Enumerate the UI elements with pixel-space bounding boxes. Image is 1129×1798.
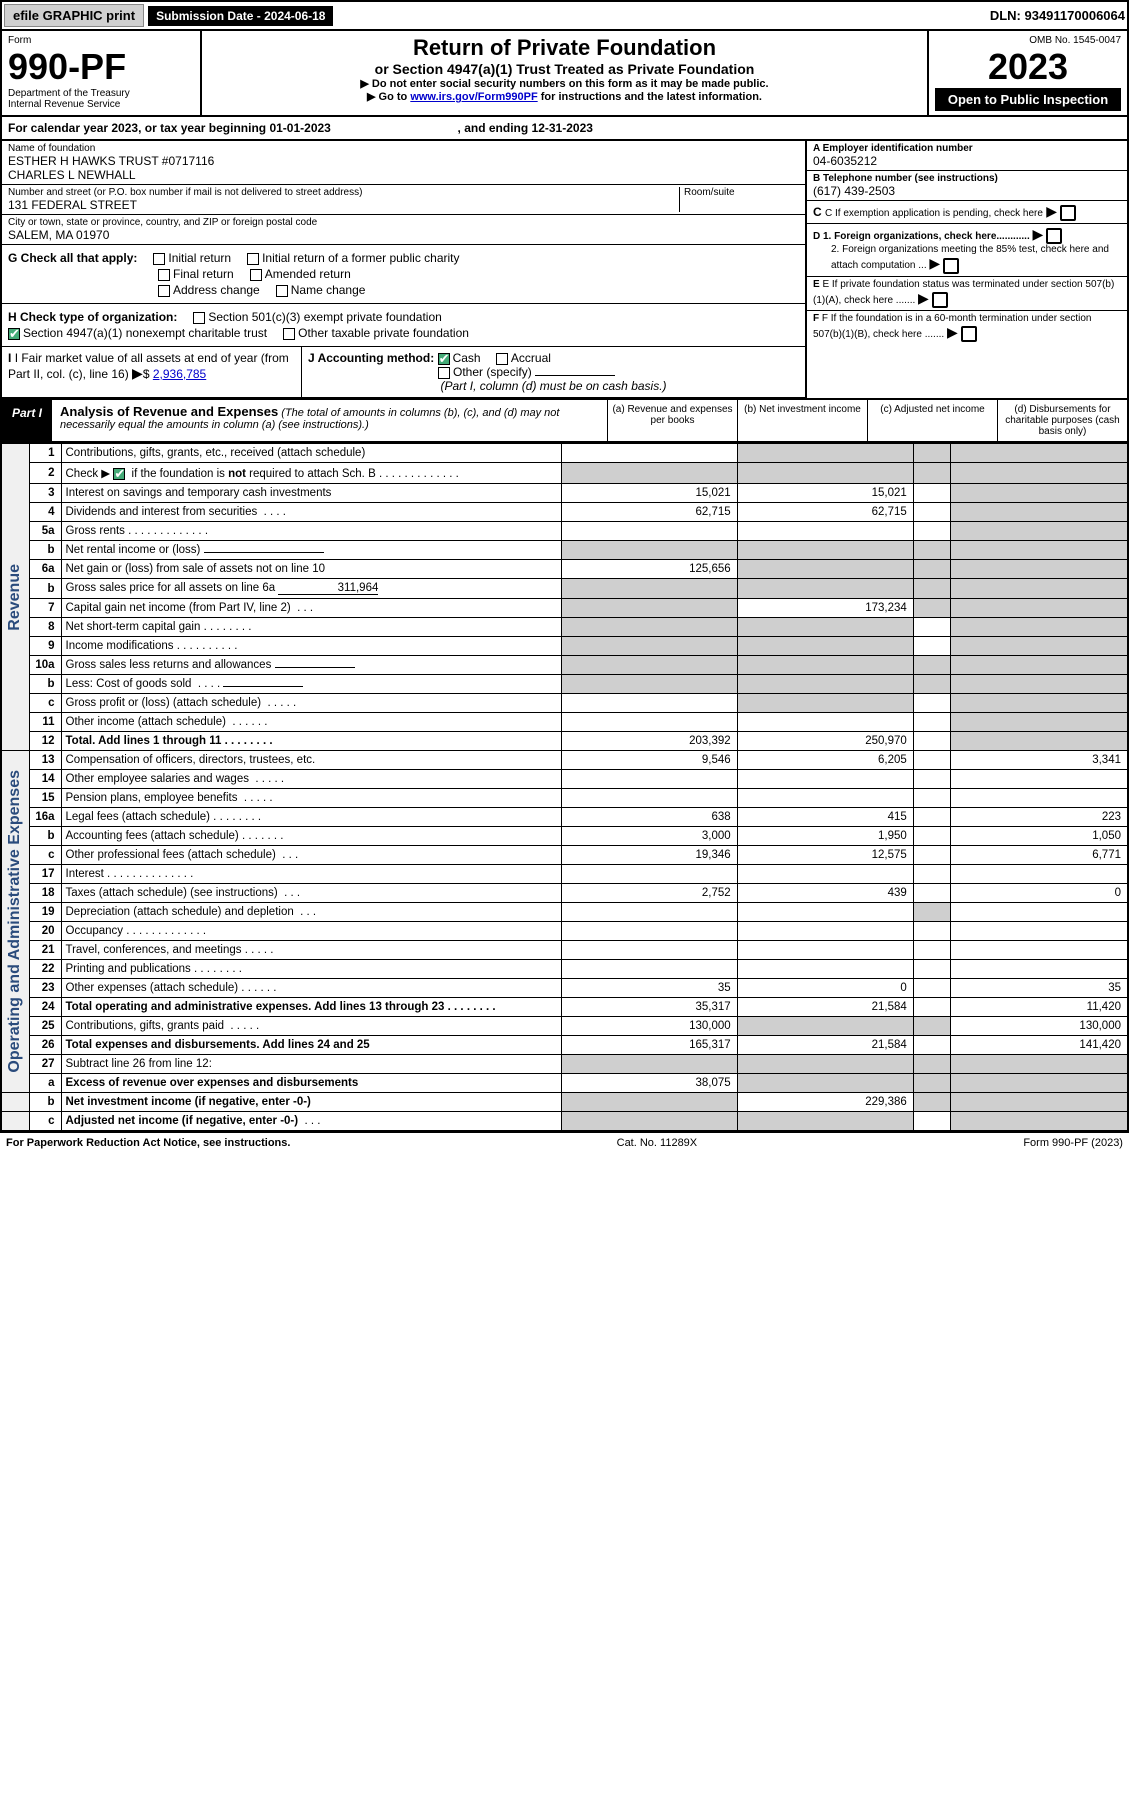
dept-treasury: Department of the Treasury <box>8 88 194 99</box>
e-text: E If private foundation status was termi… <box>813 279 1114 306</box>
part-1-header: Part I Analysis of Revenue and Expenses … <box>0 400 1129 443</box>
foundation-name-2: CHARLES L NEWHALL <box>8 168 799 182</box>
page-footer: For Paperwork Reduction Act Notice, see … <box>0 1132 1129 1153</box>
initial-return-checkbox[interactable] <box>153 253 165 265</box>
form-subtitle: or Section 4947(a)(1) Trust Treated as P… <box>208 61 921 77</box>
f-checkbox[interactable] <box>961 326 977 342</box>
city-label: City or town, state or province, country… <box>8 217 799 228</box>
c-text: C If exemption application is pending, c… <box>825 208 1043 219</box>
part-1-table: Revenue 1Contributions, gifts, grants, e… <box>0 443 1129 1132</box>
instruction-1: ▶ Do not enter social security numbers o… <box>208 77 921 90</box>
501c3-checkbox[interactable] <box>193 312 205 324</box>
calendar-year-row: For calendar year 2023, or tax year begi… <box>0 117 1129 141</box>
col-b-header: (b) Net investment income <box>737 400 867 441</box>
ein: 04-6035212 <box>813 154 1121 168</box>
tax-year: 2023 <box>935 46 1121 88</box>
irs-label: Internal Revenue Service <box>8 99 194 110</box>
form-ref: Form 990-PF (2023) <box>1023 1137 1123 1149</box>
form-label: Form <box>8 35 194 46</box>
ein-label: A Employer identification number <box>813 143 1121 154</box>
top-bar: efile GRAPHIC print Submission Date - 20… <box>0 0 1129 31</box>
tel-label: B Telephone number (see instructions) <box>813 173 1121 184</box>
accrual-checkbox[interactable] <box>496 353 508 365</box>
open-to-public-badge: Open to Public Inspection <box>935 88 1121 111</box>
foundation-name-1: ESTHER H HAWKS TRUST #0717116 <box>8 154 799 168</box>
revenue-side-label: Revenue <box>6 564 24 631</box>
fmv-link[interactable]: 2,936,785 <box>153 367 206 381</box>
d2-checkbox[interactable] <box>943 258 959 274</box>
initial-former-checkbox[interactable] <box>247 253 259 265</box>
part-1-title: Analysis of Revenue and Expenses <box>60 404 278 419</box>
part-1-label: Part I <box>2 400 52 441</box>
j-label: J Accounting method: <box>308 351 434 365</box>
paperwork-notice: For Paperwork Reduction Act Notice, see … <box>6 1137 290 1149</box>
4947a1-checkbox[interactable] <box>8 328 20 340</box>
submission-date: Submission Date - 2024-06-18 <box>148 6 333 26</box>
d2-text: 2. Foreign organizations meeting the 85%… <box>831 244 1109 271</box>
col-c-header: (c) Adjusted net income <box>867 400 997 441</box>
form-number: 990-PF <box>8 46 194 88</box>
j-note: (Part I, column (d) must be on cash basi… <box>308 379 799 393</box>
final-return-checkbox[interactable] <box>158 269 170 281</box>
room-label: Room/suite <box>684 187 799 198</box>
expenses-side-label: Operating and Administrative Expenses <box>6 770 24 1073</box>
name-change-checkbox[interactable] <box>276 285 288 297</box>
address-label: Number and street (or P.O. box number if… <box>8 187 679 198</box>
entity-info: Name of foundation ESTHER H HAWKS TRUST … <box>0 141 1129 400</box>
col-a-header: (a) Revenue and expenses per books <box>607 400 737 441</box>
other-taxable-checkbox[interactable] <box>283 328 295 340</box>
sch-b-checkbox[interactable] <box>113 468 125 480</box>
address-change-checkbox[interactable] <box>158 285 170 297</box>
d1-checkbox[interactable] <box>1046 228 1062 244</box>
col-d-header: (d) Disbursements for charitable purpose… <box>997 400 1127 441</box>
cash-checkbox[interactable] <box>438 353 450 365</box>
c-checkbox[interactable] <box>1060 205 1076 221</box>
instruction-2: ▶ Go to www.irs.gov/Form990PF for instru… <box>208 90 921 103</box>
other-method-checkbox[interactable] <box>438 367 450 379</box>
amended-return-checkbox[interactable] <box>250 269 262 281</box>
d1-text: D 1. Foreign organizations, check here..… <box>813 231 1030 242</box>
form990pf-link[interactable]: www.irs.gov/Form990PF <box>410 91 537 103</box>
dln: DLN: 93491170006064 <box>990 8 1125 23</box>
name-label: Name of foundation <box>8 143 799 154</box>
g-label: G Check all that apply: <box>8 251 137 265</box>
h-label: H Check type of organization: <box>8 310 177 324</box>
i-label: I Fair market value of all assets at end… <box>8 351 289 381</box>
cat-no: Cat. No. 11289X <box>617 1137 698 1149</box>
omb-number: OMB No. 1545-0047 <box>935 35 1121 46</box>
e-checkbox[interactable] <box>932 292 948 308</box>
telephone: (617) 439-2503 <box>813 184 1121 198</box>
street-address: 131 FEDERAL STREET <box>8 198 679 212</box>
efile-print-button[interactable]: efile GRAPHIC print <box>4 4 144 27</box>
form-header: Form 990-PF Department of the Treasury I… <box>0 31 1129 117</box>
city-state-zip: SALEM, MA 01970 <box>8 228 799 242</box>
form-title: Return of Private Foundation <box>208 35 921 61</box>
